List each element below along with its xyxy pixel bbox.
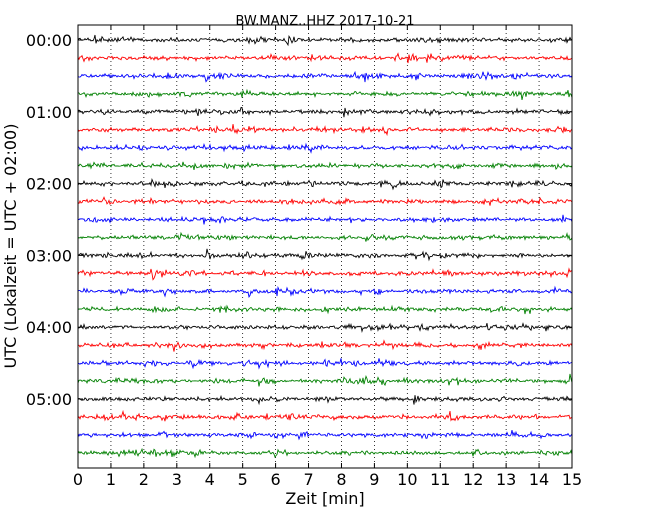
x-tick-label: 4 [205,470,215,489]
x-tick-label: 10 [397,470,417,489]
trace-line [77,214,573,225]
trace-line [77,107,573,118]
x-tick-label: 0 [73,470,83,489]
trace-line [77,394,573,406]
trace-line [77,339,573,352]
trace-line [77,267,573,281]
x-axis-label: Zeit [min] [285,489,364,508]
x-tick-label: 14 [529,470,549,489]
x-tick-label: 1 [106,470,116,489]
trace-line [77,430,573,441]
trace-line [77,88,573,101]
trace-line [77,373,573,387]
x-tick-label: 12 [463,470,483,489]
y-axis-label: UTC (Lokalzeit = UTC + 02:00) [1,124,20,369]
x-axis-ticks: 0 1 2 3 4 5 6 7 8 9 10 11 12 13 14 15 [73,25,582,489]
x-tick-label: 7 [303,470,313,489]
y-tick-label: 01:00 [26,103,72,122]
trace-line [77,196,573,206]
trace-line [77,447,573,459]
trace-line [77,248,573,262]
x-tick-label: 8 [336,470,346,489]
x-tick-label: 11 [430,470,450,489]
trace-line [77,178,573,191]
y-tick-label: 00:00 [26,31,72,50]
x-tick-label: 2 [139,470,149,489]
trace-line [77,34,573,47]
x-tick-label: 9 [369,470,379,489]
y-axis-ticks: 00:00 01:00 02:00 03:00 04:00 05:00 [26,31,572,409]
trace-line [77,322,573,334]
x-tick-label: 5 [238,470,248,489]
vertical-grid [110,25,540,468]
trace-line [77,231,573,242]
plot-frame [77,24,573,469]
x-tick-label: 6 [271,470,281,489]
chart-title: BW.MANZ..HHZ 2017-10-21 [235,14,414,29]
y-tick-label: 03:00 [26,246,72,265]
trace-line [77,70,573,83]
y-tick-label: 05:00 [26,390,72,409]
trace-line [77,285,573,298]
trace-line [77,161,573,171]
trace-line [77,52,573,64]
trace-line [77,304,573,315]
trace-line [77,124,573,137]
trace-line [77,142,573,154]
y-tick-label: 02:00 [26,175,72,194]
trace-line [77,358,573,370]
y-tick-label: 04:00 [26,318,72,337]
x-tick-label: 15 [562,470,582,489]
trace-line [77,409,573,422]
x-tick-label: 3 [172,470,182,489]
x-tick-label: 13 [496,470,516,489]
seismic-traces [77,34,573,459]
